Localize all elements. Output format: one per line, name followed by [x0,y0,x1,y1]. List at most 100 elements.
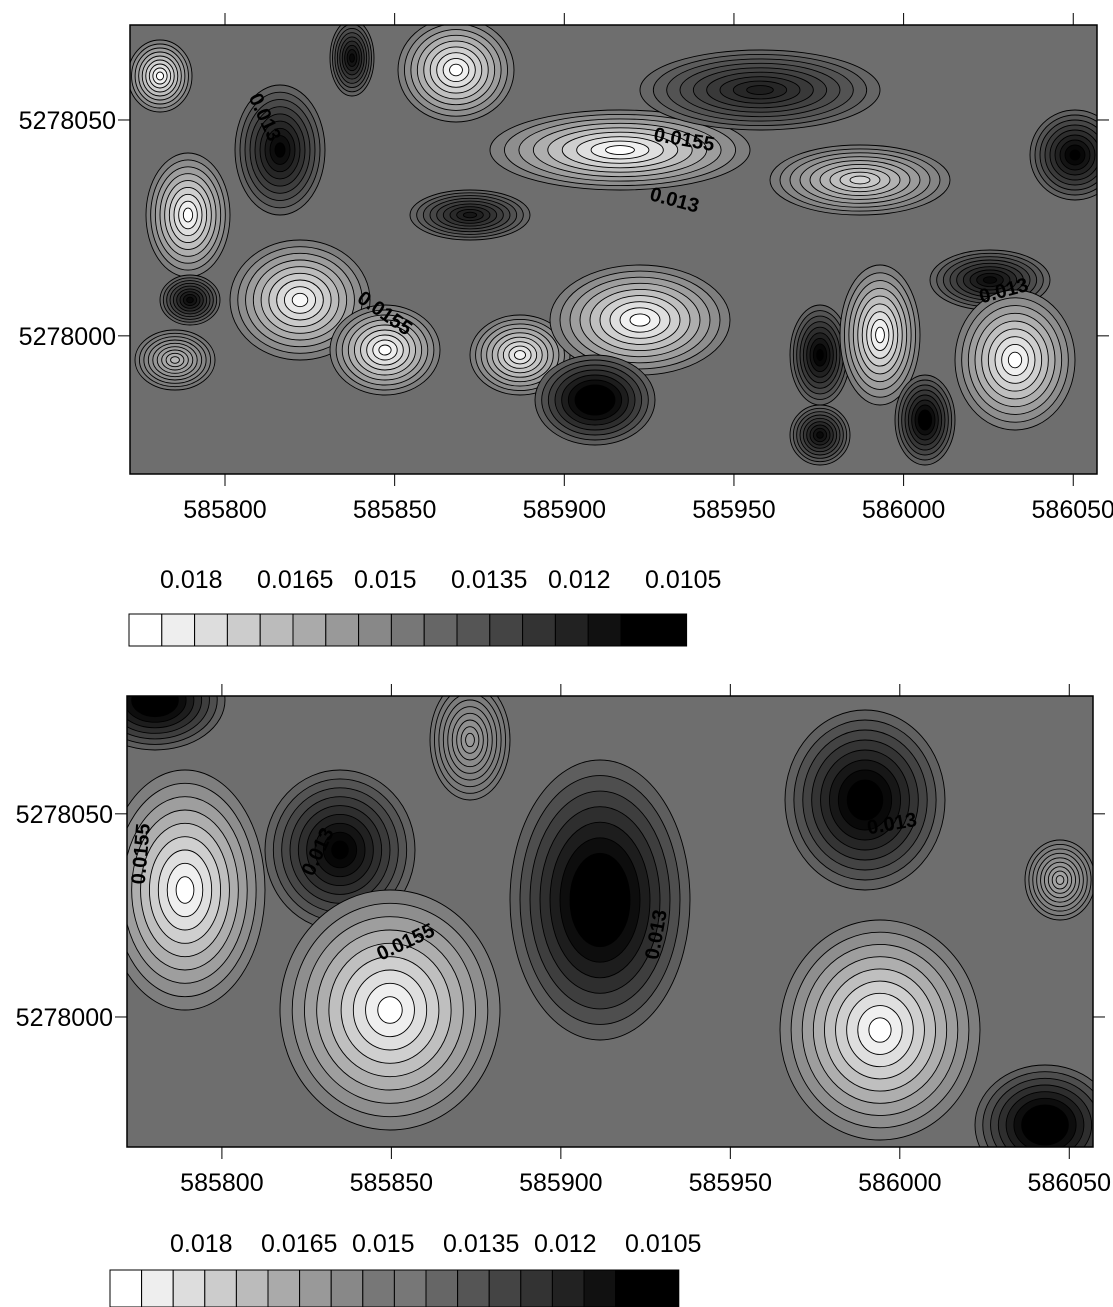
contour-ring [587,394,603,406]
legend-swatch [194,613,228,647]
y-tick-label: 5278050 [19,107,116,135]
legend-swatch [362,1269,395,1307]
legend-swatch [587,613,622,647]
legend-swatch [457,1269,490,1307]
contour-ring [1069,149,1081,161]
contour-ring [816,348,824,362]
contour-ring [146,696,164,707]
legend-swatch [456,613,491,647]
contour-ring [1036,1117,1054,1133]
contour-ring [175,876,195,904]
contour-ring [875,326,885,344]
legend-1: 0.018 0.0165 0.015 0.0135 0.012 0.0105 [128,566,721,647]
legend-swatch [653,613,688,647]
x-tick-label: 585900 [519,1169,602,1197]
legend-swatch [161,613,196,647]
contour-ring [349,53,355,63]
legend-swatch [330,1269,364,1307]
legend-label: 0.012 [548,566,611,594]
contour-ring [982,276,998,284]
contour-ring [816,431,824,439]
legend-label: 0.0105 [625,1230,701,1258]
legend-swatch [204,1269,237,1307]
contour-ring [331,840,349,860]
legend-swatch [554,613,589,647]
legend-swatch [620,613,655,647]
contour-ring [378,344,392,356]
contour-fill-1 [130,25,1097,474]
contour-ring [182,207,194,223]
x-tick-label: 586050 [1032,496,1113,524]
contour-ring [849,175,871,185]
legend-label: 0.0135 [443,1230,519,1258]
x-tick-label: 586000 [862,496,945,524]
contour-ring [449,63,463,77]
legend-label: 0.018 [160,566,223,594]
legend-swatch [425,1269,459,1307]
legend-swatch [235,1269,269,1307]
contour-ring [629,313,651,327]
contour-ring [921,414,929,426]
contour-ring [291,292,309,308]
contour-map-2: 585800 585850 585900 585950 586000 586050 5278… [16,684,1111,1197]
plot-frame-1 [129,24,1098,475]
contour-map-1: 585800 585850 585900 585950 586000 586050 5278… [19,13,1113,524]
y-tick-label: 5278050 [16,801,113,829]
legend-label: 0.015 [352,1230,415,1258]
x-tick-label: 585800 [183,496,266,524]
contour-ring [462,211,478,219]
plot-frame-2 [126,695,1094,1148]
legend-swatch [488,1269,522,1307]
legend-label: 0.012 [534,1230,597,1258]
x-tick-label: 585950 [689,1169,772,1197]
legend-label: 0.018 [170,1230,233,1258]
legend-swatch [522,613,556,647]
legend-swatch [583,1269,617,1307]
contour-ring [855,789,875,811]
contour-ring [377,996,403,1024]
legend-swatch [551,1269,585,1307]
contour-ring [170,356,180,364]
legend-swatches-1 [128,613,688,647]
legend-swatch [358,613,392,647]
x-tick-label: 585950 [692,496,775,524]
legend-swatch [128,613,163,647]
legend-swatch [172,1269,206,1307]
x-tick-label: 585850 [350,1169,433,1197]
legend-label: 0.015 [354,566,417,594]
legend-swatch [393,1269,427,1307]
legend-swatch [390,613,425,647]
contour-ring [1007,351,1023,369]
legend-label: 0.0135 [451,566,527,594]
contour-ring [868,1017,892,1043]
x-tick-label: 585850 [353,496,436,524]
legend-swatch [646,1269,680,1307]
legend-swatch [292,613,327,647]
legend-2: 0.018 0.0165 0.015 0.0135 0.012 0.0105 [109,1230,701,1307]
contour-ring [605,145,635,155]
contour-ring [746,85,774,95]
legend-swatch [226,613,261,647]
contour-ring [513,350,527,360]
contour-ring [465,732,475,748]
legend-swatch [520,1269,553,1307]
y-tick-label: 5278000 [19,323,116,351]
legend-label: 0.0105 [645,566,721,594]
contour-label: 0.0155 [128,823,155,886]
legend-swatch [109,1269,143,1307]
contour-ring [186,296,194,304]
legend-swatch [141,1269,174,1307]
contour-ring [589,883,611,917]
legend-swatches-2 [109,1269,680,1307]
axis-ticks-1: 585800 585850 585900 585950 586000 586050 5278… [19,13,1113,524]
legend-swatch [259,613,294,647]
axis-ticks-2: 585800 585850 585900 585950 586000 586050 5278… [16,684,1111,1197]
legend-swatch [325,613,360,647]
contour-ring [1055,875,1065,885]
y-tick-label: 5278000 [16,1004,113,1032]
legend-swatch [489,613,524,647]
legend-swatch [423,613,458,647]
x-tick-label: 585900 [523,496,606,524]
legend-swatch [299,1269,332,1307]
